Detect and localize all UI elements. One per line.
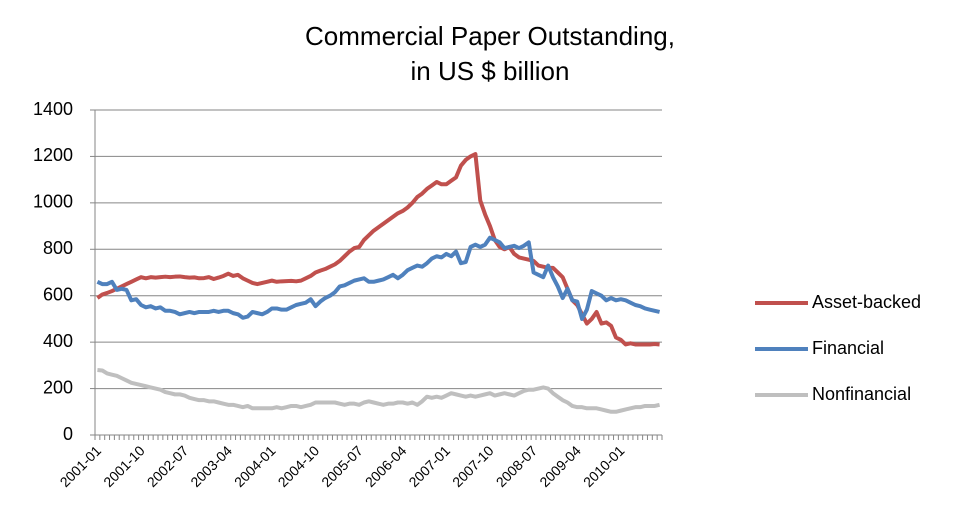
y-tick-label: 1400 <box>33 99 73 119</box>
y-tick-label: 1200 <box>33 145 73 165</box>
legend-label: Nonfinancial <box>812 384 911 404</box>
x-tick-label: 2009-04 <box>536 442 584 490</box>
legend-label: Financial <box>812 338 884 358</box>
series-line <box>97 368 661 414</box>
x-tick-label: 2004-01 <box>231 442 279 490</box>
series-line <box>96 235 661 321</box>
x-tick-label: 2007-10 <box>449 442 497 490</box>
x-tick-label: 2008-07 <box>493 442 541 490</box>
y-tick-label: 800 <box>43 238 73 258</box>
x-tick-label: 2002-07 <box>144 442 192 490</box>
x-tick-label: 2007-01 <box>405 442 453 490</box>
y-tick-label: 1000 <box>33 192 73 212</box>
x-tick-label: 2004-10 <box>275 442 323 490</box>
x-tick-label: 2006-04 <box>362 442 410 490</box>
series-line <box>96 152 660 347</box>
chart-title: Commercial Paper Outstanding, <box>305 21 675 51</box>
y-tick-label: 600 <box>43 284 73 304</box>
x-tick-label: 2003-04 <box>187 442 235 490</box>
x-tick-label: 2010-01 <box>580 442 628 490</box>
chart-title: in US $ billion <box>411 56 570 86</box>
x-tick-label: 2001-10 <box>100 442 148 490</box>
y-tick-label: 200 <box>43 377 73 397</box>
x-tick-label: 2005-07 <box>318 442 366 490</box>
x-tick-label: 2001-01 <box>57 442 105 490</box>
legend-label: Asset-backed <box>812 292 921 312</box>
y-tick-label: 400 <box>43 331 73 351</box>
y-tick-label: 0 <box>63 424 73 444</box>
